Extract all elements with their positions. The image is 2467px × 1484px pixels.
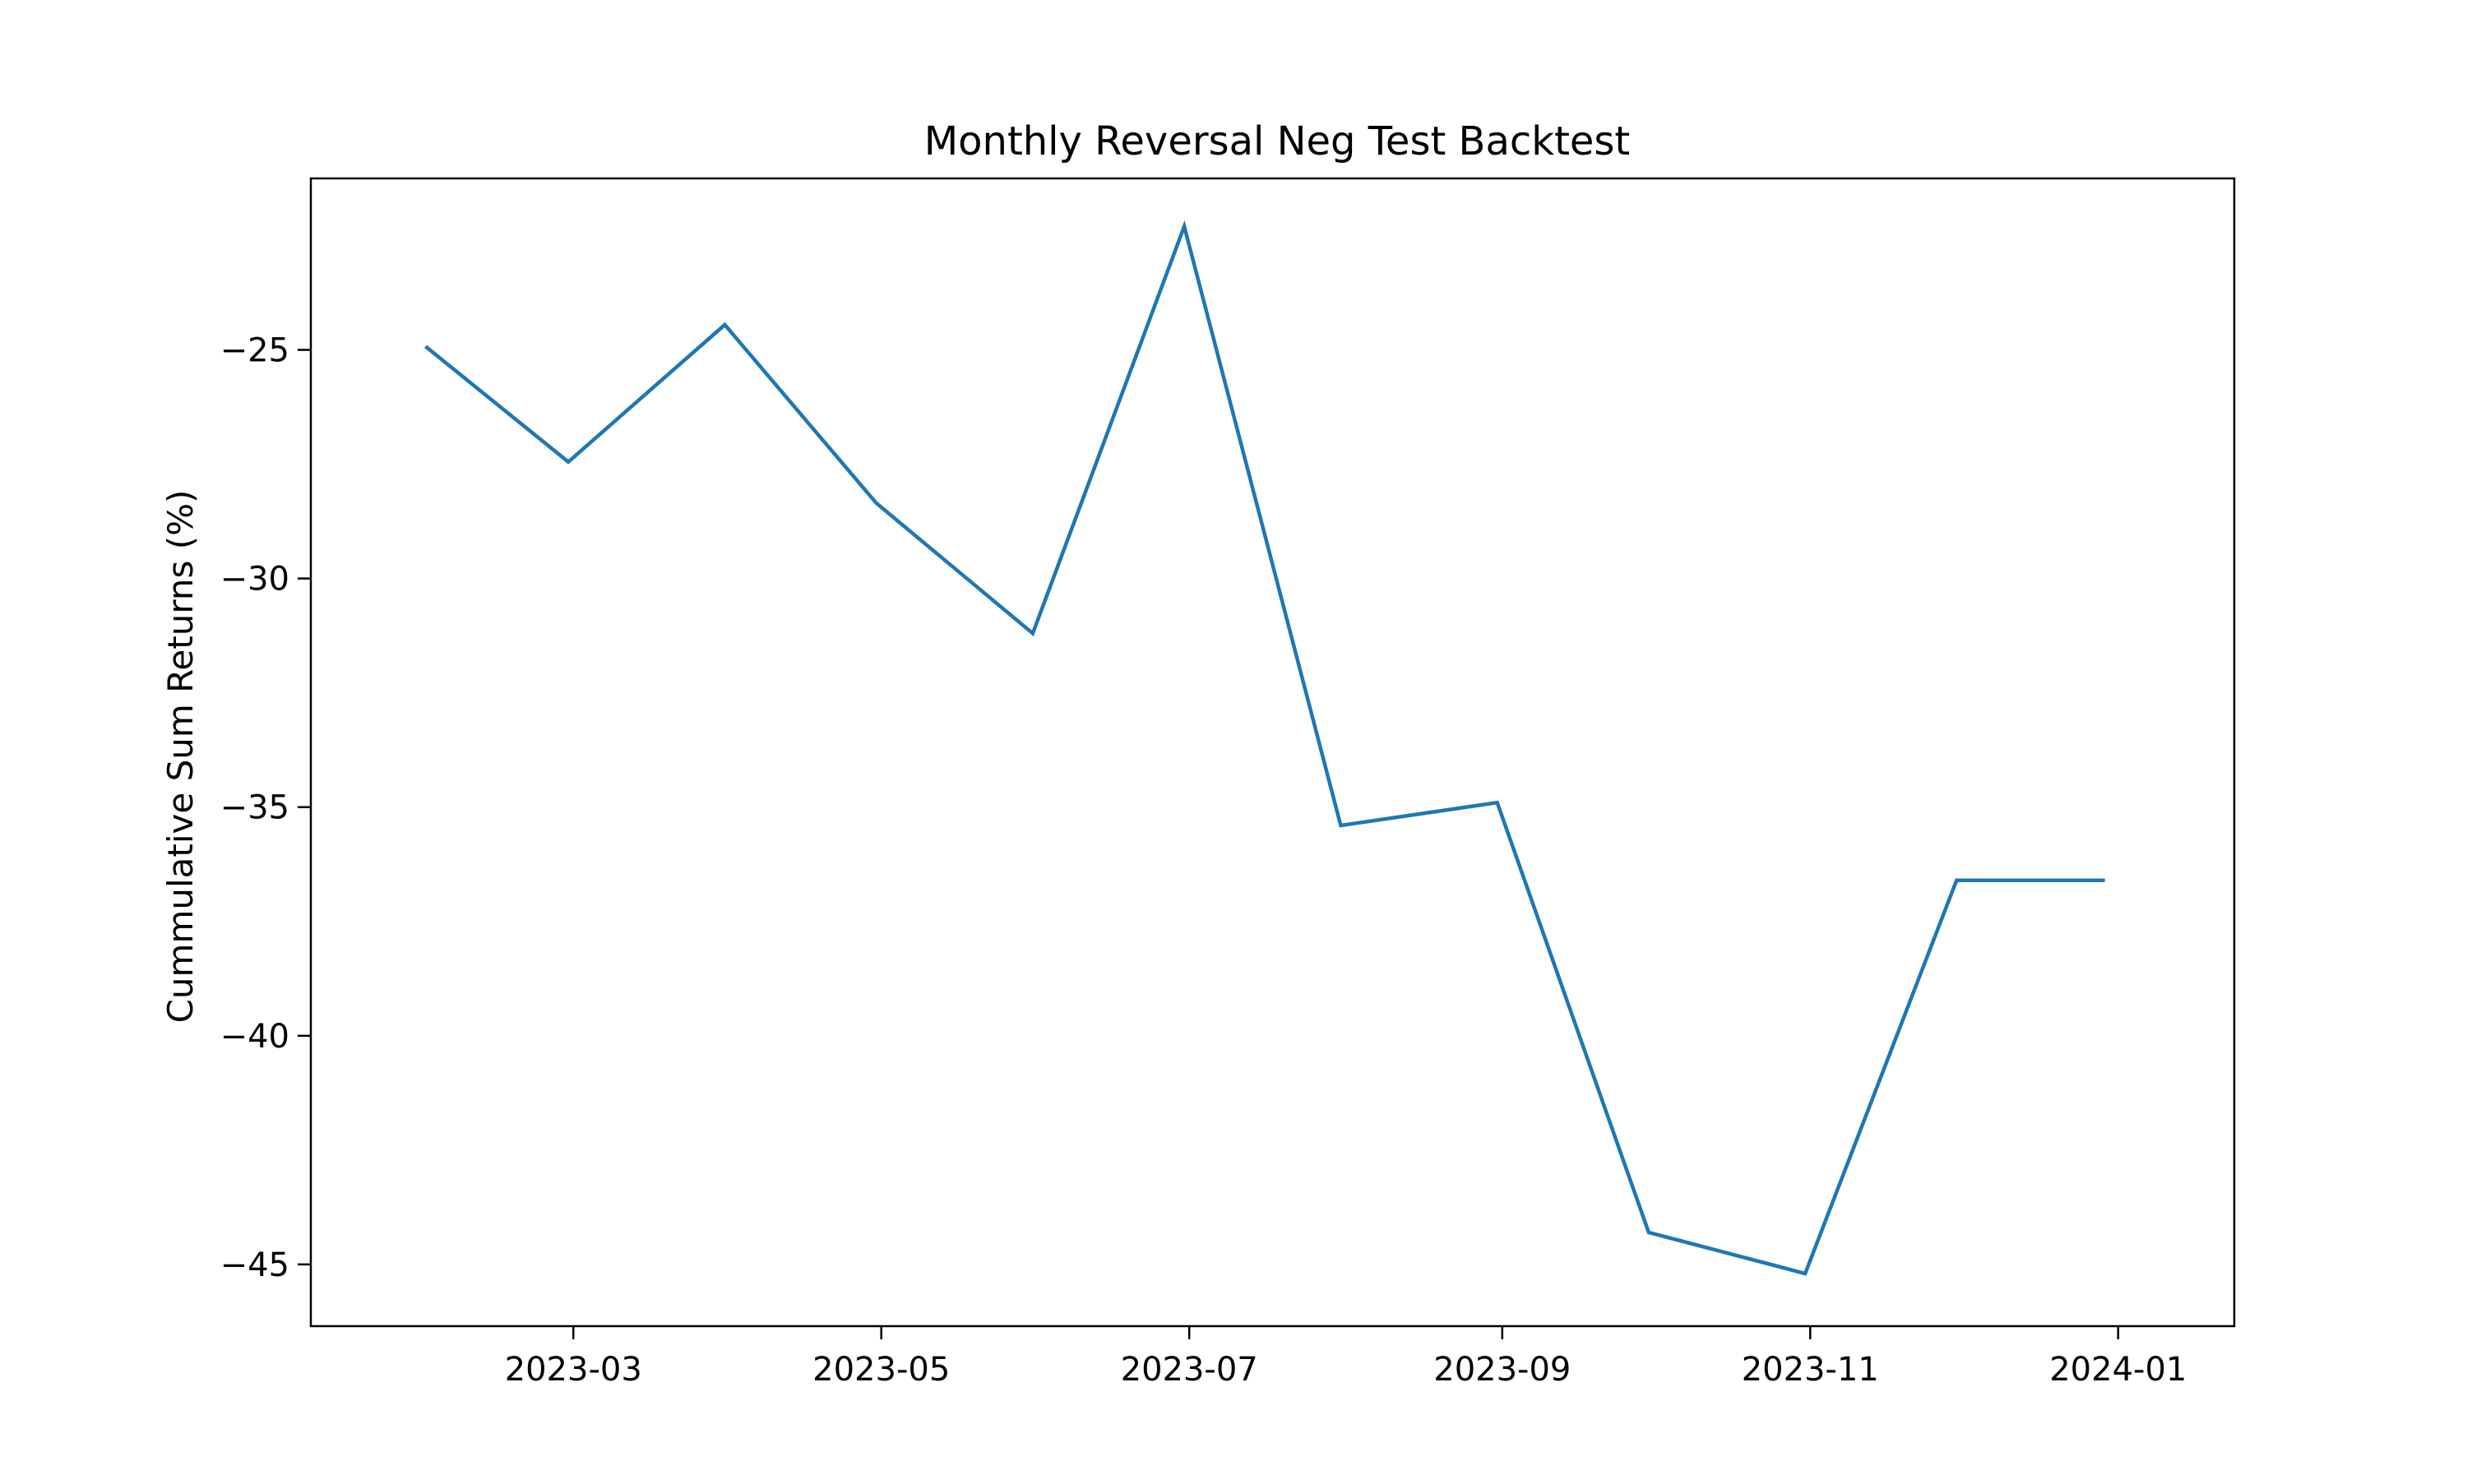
x-tick-label: 2023-11 — [1742, 1351, 1879, 1389]
y-tick-label: −45 — [220, 1246, 289, 1284]
chart-title: Monthly Reversal Neg Test Backtest — [924, 118, 1631, 164]
y-tick-label: −40 — [220, 1018, 289, 1056]
y-tick-label: −25 — [220, 332, 289, 370]
y-tick-label: −35 — [220, 789, 289, 827]
x-tick-label: 2024-01 — [2049, 1351, 2187, 1389]
y-tick-label: −30 — [220, 561, 289, 599]
series-line — [424, 220, 2105, 1276]
y-axis-label: Cummulative Sum Returns (%) — [160, 490, 201, 1024]
x-tick-label: 2023-05 — [812, 1351, 950, 1389]
plot-area: 2023-03 2023-05 2023-07 2023-09 2023-11 2024-… — [220, 177, 2236, 1389]
axes-frame — [309, 177, 2236, 1328]
x-tick-label: 2023-07 — [1121, 1351, 1258, 1389]
x-tick-label: 2023-09 — [1433, 1351, 1571, 1389]
x-tick-label: 2023-03 — [505, 1351, 642, 1389]
